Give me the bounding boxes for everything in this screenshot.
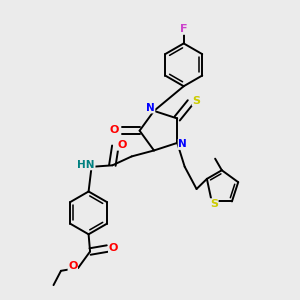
Text: F: F	[180, 24, 188, 34]
Text: N: N	[146, 103, 155, 113]
Text: O: O	[109, 243, 118, 253]
Text: O: O	[117, 140, 127, 150]
Text: N: N	[178, 140, 187, 149]
Text: S: S	[192, 96, 200, 106]
Text: O: O	[110, 125, 119, 135]
Text: HN: HN	[77, 160, 95, 170]
Text: S: S	[210, 199, 218, 209]
Text: O: O	[68, 261, 77, 272]
